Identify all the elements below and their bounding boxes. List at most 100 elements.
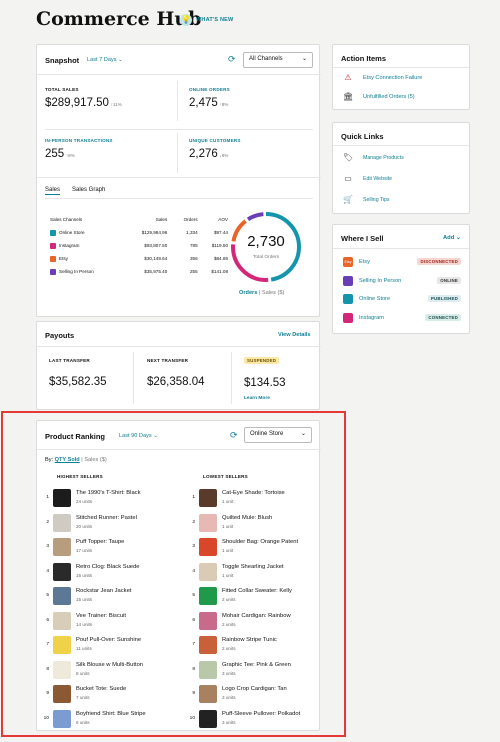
product-thumbnail [199, 562, 217, 581]
whats-new-icon[interactable]: 💡 [180, 14, 192, 26]
product-row[interactable]: 2 Quilted Mule: Blush 1 unit [187, 513, 322, 538]
product-rank: 2 [46, 519, 49, 525]
ranking-range-label: Last 90 Days [119, 433, 152, 439]
product-row[interactable]: 1 Cat-Eye Shade: Tortoise 1 unit [187, 489, 322, 513]
metric-online-orders: ONLINE ORDERS 2,475 ↑8% [189, 87, 230, 109]
product-name: Fitted Collar Sweater: Kelly [222, 588, 292, 594]
channel-name[interactable]: Instagram [359, 314, 384, 321]
channel-name[interactable]: Selling In Person [359, 277, 402, 284]
sort-sales[interactable]: Sales ($) [84, 457, 107, 463]
snapshot-channel-select[interactable]: All Channels ⌄ [243, 52, 313, 68]
product-row[interactable]: 7 Pouf Pull-Over: Sunshine 11 units [41, 636, 176, 660]
product-row[interactable]: 5 Rockstar Jean Jacket 15 units [41, 587, 176, 611]
product-name: Vee Trainer: Biscuit [76, 612, 126, 619]
channel-icon [343, 294, 353, 304]
product-name: Logo Crop Cardigan: Tan [222, 686, 287, 692]
product-row[interactable]: 5 Fitted Collar Sweater: Kelly 2 units [187, 587, 322, 611]
quick-link-edit-website[interactable]: Edit Website [363, 176, 393, 182]
product-rank: 3 [46, 544, 49, 549]
table-row: Instagram $93,807.50 785 $119.50 [49, 239, 229, 252]
sort-divider: | [81, 457, 85, 463]
snapshot-range-dropdown[interactable]: Last 7 Days ⌄ [87, 57, 123, 63]
tab-sales-graph[interactable]: Sales Graph [72, 187, 106, 193]
table-row: Online Store $129,984.96 1,334 $97.44 [49, 226, 229, 239]
toggle-sales[interactable]: Sales ($) [261, 290, 285, 296]
product-units: 6 units [76, 719, 90, 725]
product-row[interactable]: 8 Graphic Tee: Pink & Green 3 units [187, 660, 322, 685]
product-row[interactable]: 4 Toggle Shearling Jacket 1 unit [187, 562, 322, 587]
product-rank: 6 [46, 617, 49, 623]
refresh-icon[interactable]: ⟳ [230, 430, 238, 440]
aov-cell: $84.69 [213, 256, 228, 261]
add-channel-label: Add [443, 235, 455, 241]
product-units: 3 units [222, 695, 236, 700]
product-row[interactable]: 1 The 1990's T-Shirt: Black 24 units [41, 489, 176, 513]
channel-cell: Etsy [49, 252, 125, 265]
product-row[interactable]: 7 Rainbow Stripe Tunic 2 units [187, 636, 322, 660]
product-thumbnail [199, 538, 217, 556]
snapshot-range-label: Last 7 Days [87, 57, 117, 63]
product-name: Rockstar Jean Jacket [76, 588, 132, 594]
product-row[interactable]: 2 Stitched Runner: Pastel 20 units [41, 513, 176, 538]
channel-name: Instagram [59, 242, 80, 248]
product-row[interactable]: 3 Shoulder Bag: Orange Patent 1 unit [187, 538, 322, 562]
ranking-range-dropdown[interactable]: Last 90 Days ⌄ [119, 433, 158, 439]
sort-qty-sold[interactable]: QTY Sold [54, 457, 80, 463]
add-channel-dropdown[interactable]: Add ⌄ [443, 235, 461, 241]
donut-metric-toggle: Orders | Sales ($) [239, 290, 284, 296]
learn-more-link[interactable]: Learn More [244, 396, 270, 401]
product-row[interactable]: 9 Bucket Tote: Suede 7 units [41, 685, 176, 709]
product-row[interactable]: 9 Logo Crop Cardigan: Tan 3 units [187, 685, 322, 709]
next-transfer-label: NEXT TRANSFER [147, 358, 189, 363]
ranking-store-select[interactable]: Online Store ⌄ [244, 427, 312, 443]
action-items-title: Action Items [341, 54, 387, 63]
channel-name: Etsy [59, 255, 68, 261]
tab-sales[interactable]: Sales [45, 187, 61, 195]
product-thumbnail [53, 611, 71, 630]
instagram-icon [50, 242, 56, 249]
product-rank: 4 [192, 568, 195, 574]
product-row[interactable]: 10 Puff-Sleeve Pullover: Polkadot 3 units [187, 709, 322, 734]
quick-link-selling-tips[interactable]: Selling Tips [363, 197, 390, 203]
warning-icon: ⚠ [344, 73, 352, 82]
tag-icon: 🏷 [343, 153, 354, 162]
channel-status-badge: DISCONNECTED [417, 258, 461, 265]
orders-cell: 785 [189, 243, 198, 248]
col-header: AOV [218, 217, 228, 222]
last-transfer-value: $35,582.35 [49, 376, 107, 388]
product-thumbnail [199, 636, 217, 654]
metric-value: 255 [45, 148, 65, 160]
metric-change: ↑8% [65, 153, 75, 158]
toggle-orders[interactable]: Orders [239, 290, 258, 296]
product-ranking-card: Product Ranking Last 90 Days ⌄ ⟳ Online … [36, 420, 322, 734]
product-row[interactable]: 3 Puff Topper: Taupe 17 units [41, 538, 176, 562]
channel-name[interactable]: Etsy [359, 259, 370, 265]
product-units: 17 units [76, 548, 93, 553]
pos-icon [50, 268, 56, 275]
product-row[interactable]: 8 Silk Blouse w Multi-Button 8 units [41, 660, 176, 685]
product-rank: 7 [192, 642, 195, 647]
product-row[interactable]: 6 Vee Trainer: Biscuit 14 units [41, 611, 176, 636]
product-rank: 8 [46, 666, 49, 672]
product-units: 15 units [76, 597, 93, 602]
channel-icon [343, 312, 353, 323]
suspended-badge: SUSPENDED [244, 357, 280, 364]
product-row[interactable]: 10 Boyfriend Shirt: Blue Stripe 6 units [41, 709, 176, 734]
quick-link-manage-products[interactable]: Manage Products [363, 155, 404, 161]
metric-value: $289,917.50 [45, 97, 109, 109]
product-thumbnail [53, 538, 71, 556]
snapshot-title: Snapshot [45, 56, 80, 65]
action-item-etsy-failure[interactable]: Etsy Connection Failure [363, 75, 423, 81]
product-rank: 5 [192, 593, 195, 598]
refresh-icon[interactable]: ⟳ [228, 54, 236, 64]
view-details-link[interactable]: View Details [278, 332, 311, 338]
channel-name[interactable]: Online Store [359, 296, 391, 302]
sales-cell: $129,984.96 [141, 230, 168, 235]
toggle-divider: | [258, 290, 262, 296]
where-i-sell-card: Where I Sell Add ⌄ Etsy Etsy DISCONNECTED S… [332, 224, 471, 334]
product-row[interactable]: 6 Mohair Cardigan: Rainbow 2 units [187, 611, 322, 636]
product-row[interactable]: 4 Retro Clog: Black Suede 16 units [41, 562, 176, 587]
orders-donut-chart [231, 212, 301, 282]
whats-new-link[interactable]: WHAT'S NEW [196, 17, 234, 23]
action-item-unfulfilled[interactable]: Unfulfilled Orders (5) [363, 94, 415, 100]
